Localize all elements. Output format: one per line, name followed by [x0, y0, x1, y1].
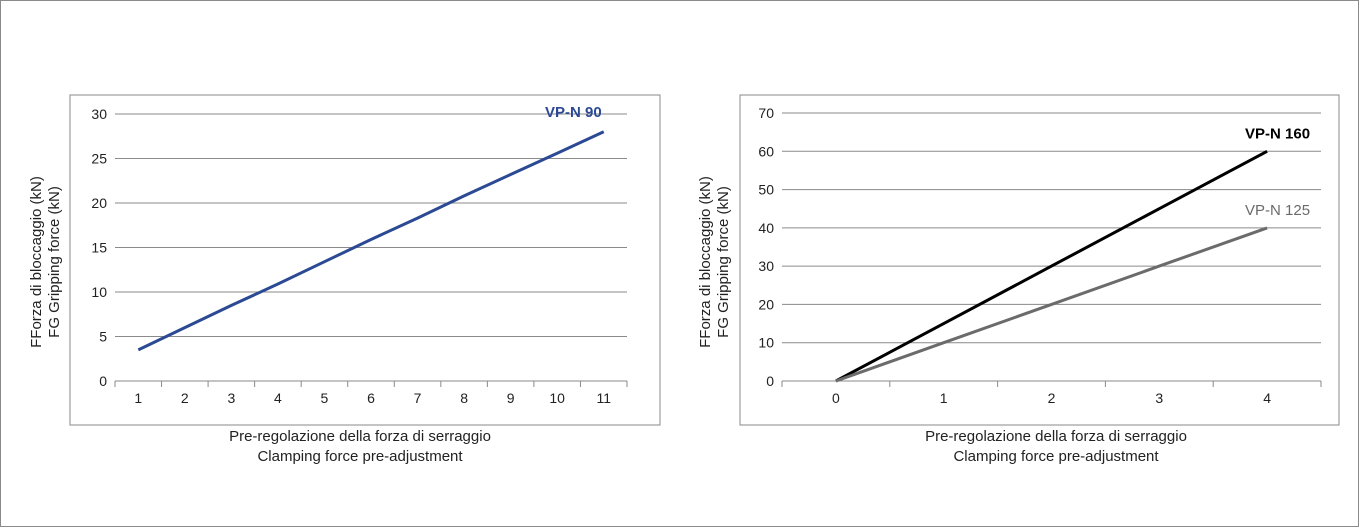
y-tick-label: 5: [99, 329, 107, 345]
x-axis-label-en: Clamping force pre-adjustment: [257, 448, 463, 465]
y-tick-label: 70: [758, 105, 774, 121]
y-tick-label: 0: [766, 373, 774, 389]
x-tick-label: 4: [274, 390, 282, 406]
series-line-vp-n-90: [137, 130, 605, 352]
y-axis-label-en: FG Gripping force (kN): [46, 186, 63, 338]
x-tick-label: 5: [321, 390, 329, 406]
x-tick-marks: [781, 381, 1322, 387]
x-tick-label: 3: [1155, 390, 1163, 406]
plot-area: [739, 94, 1340, 426]
y-axis-label-en: FG Gripping force (kN): [715, 186, 732, 338]
y-tick-label: 15: [91, 240, 107, 256]
x-axis-label-it: Pre-regolazione della forza di serraggio: [229, 428, 491, 445]
x-axis-label-it: Pre-regolazione della forza di serraggio: [925, 428, 1187, 445]
x-tick-label: 6: [367, 390, 375, 406]
y-axis-label-it: FForza di bloccaggio (kN): [697, 176, 714, 348]
y-tick-labels: 0 10 20 30 40 50 60 70: [758, 105, 774, 389]
y-tick-label: 50: [758, 182, 774, 198]
x-tick-label: 2: [1048, 390, 1056, 406]
plot-area: [69, 94, 661, 426]
y-tick-labels: 0 5 10 15 20 25 30: [91, 106, 107, 389]
y-tick-label: 30: [91, 106, 107, 122]
y-tick-label: 20: [91, 195, 107, 211]
series-line-vp-n-125: [835, 226, 1268, 383]
x-tick-marks: [114, 381, 628, 387]
chart-gripping-force-vp-n-125-160: 0 10 20 30 40 50 60 70 0 1 2 3 4 VP-N 160 VP-N 125 P…: [697, 94, 1340, 465]
series-lines: [137, 130, 605, 352]
x-tick-label: 10: [549, 390, 565, 406]
chart-gripping-force-vp-n-90: 0 5 10 15 20 25 30 1 2 3 4 5 6 7 8 9 10 11 VP-N 90 Pre-r…: [28, 94, 661, 465]
series-line-vp-n-160: [835, 149, 1268, 383]
x-tick-label: 9: [507, 390, 515, 406]
y-tick-label: 10: [91, 284, 107, 300]
x-tick-label: 8: [460, 390, 468, 406]
series-lines: [835, 149, 1268, 383]
series-labels: VP-N 160 VP-N 125: [1245, 125, 1310, 219]
y-tick-label: 10: [758, 335, 774, 351]
series-label-vp-n-90: VP-N 90: [545, 104, 602, 121]
x-tick-label: 7: [414, 390, 422, 406]
y-tick-label: 20: [758, 296, 774, 312]
x-tick-label: 3: [227, 390, 235, 406]
x-tick-label: 0: [832, 390, 840, 406]
y-axis-label-it: FForza di bloccaggio (kN): [28, 176, 45, 348]
y-tick-label: 0: [99, 373, 107, 389]
series-labels: VP-N 90: [545, 104, 602, 121]
x-tick-label: 11: [596, 390, 611, 406]
gridlines: [115, 113, 627, 382]
x-tick-label: 1: [134, 390, 142, 406]
x-tick-label: 2: [181, 390, 189, 406]
y-tick-label: 40: [758, 220, 774, 236]
y-tick-label: 25: [91, 151, 107, 167]
x-axis-label-en: Clamping force pre-adjustment: [953, 448, 1159, 465]
y-tick-label: 30: [758, 258, 774, 274]
x-tick-label: 4: [1263, 390, 1271, 406]
y-tick-label: 60: [758, 143, 774, 159]
series-label-vp-n-160: VP-N 160: [1245, 125, 1310, 142]
x-tick-labels: 0 1 2 3 4: [832, 390, 1271, 406]
x-tick-label: 1: [940, 390, 948, 406]
series-label-vp-n-125: VP-N 125: [1245, 202, 1310, 219]
x-tick-labels: 1 2 3 4 5 6 7 8 9 10 11: [134, 390, 611, 406]
